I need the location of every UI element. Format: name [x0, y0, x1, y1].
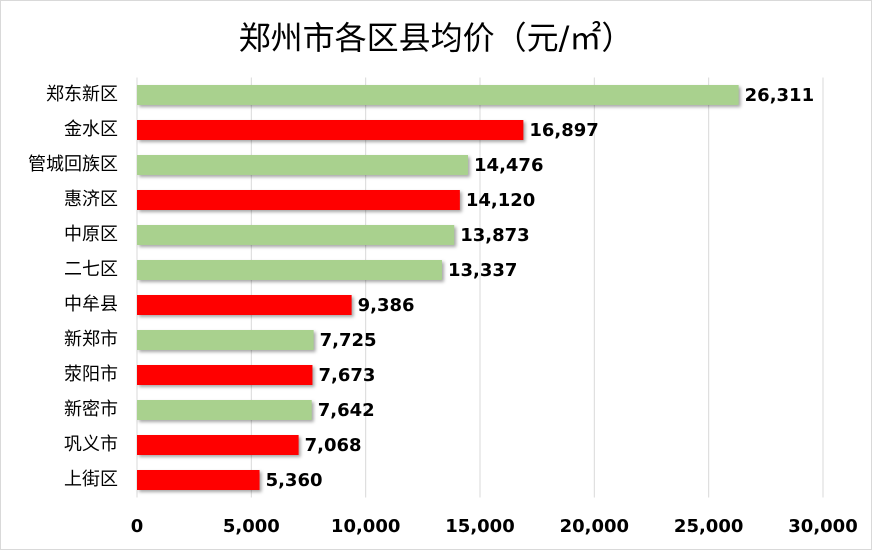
bar: [137, 435, 299, 455]
bar: [137, 295, 352, 315]
y-tick-label: 新郑市: [64, 329, 118, 350]
y-tick-label: 管城回族区: [28, 154, 118, 175]
bar: [137, 365, 313, 385]
bar: [137, 260, 442, 280]
x-tick-label: 30,000: [788, 516, 857, 537]
x-tick-label: 10,000: [331, 516, 400, 537]
bar: [137, 330, 314, 350]
y-tick-label: 二七区: [64, 259, 118, 280]
bar: [137, 155, 469, 175]
x-tick-label: 5,000: [223, 516, 280, 537]
data-label: 7,642: [318, 400, 375, 421]
bar: [137, 225, 455, 245]
data-label: 14,120: [466, 190, 535, 211]
y-tick-label: 惠济区: [64, 189, 118, 210]
data-label: 13,873: [460, 225, 529, 246]
y-tick-label: 上街区: [64, 469, 118, 490]
y-tick-label: 中原区: [64, 224, 118, 245]
data-label: 7,068: [305, 435, 362, 456]
y-tick-label: 巩义市: [64, 434, 118, 455]
bar: [137, 85, 739, 105]
y-tick-label: 荥阳市: [64, 364, 118, 385]
x-tick-label: 15,000: [445, 516, 514, 537]
y-tick-label: 金水区: [64, 119, 118, 140]
x-tick-label: 25,000: [674, 516, 743, 537]
data-label: 7,673: [318, 365, 375, 386]
data-label: 14,476: [474, 155, 543, 176]
y-tick-label: 郑东新区: [46, 84, 118, 105]
data-label: 7,725: [320, 330, 377, 351]
data-label: 5,360: [266, 470, 323, 491]
bar: [137, 400, 312, 420]
y-tick-label: 新密市: [64, 399, 118, 420]
data-label: 9,386: [358, 295, 415, 316]
data-label: 16,897: [529, 120, 598, 141]
bar: [137, 190, 460, 210]
x-tick-label: 20,000: [560, 516, 629, 537]
bar: [137, 120, 524, 140]
bar: [137, 470, 260, 490]
y-tick-label: 中牟县: [64, 294, 118, 315]
x-tick-label: 0: [131, 516, 144, 537]
chart-title: 郑州市各区县均价（元/㎡）: [239, 19, 634, 57]
data-label: 13,337: [448, 260, 517, 281]
data-label: 26,311: [745, 85, 814, 106]
